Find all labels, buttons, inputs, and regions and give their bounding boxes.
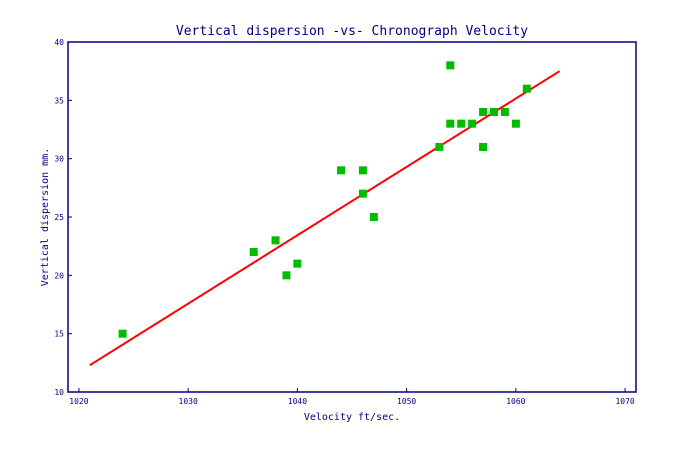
fit-line <box>89 70 561 367</box>
y-tick-label: 25 <box>54 213 64 222</box>
data-point <box>271 236 280 245</box>
y-tick-label: 35 <box>54 96 64 105</box>
x-tick-label: 1020 <box>69 397 88 406</box>
data-point <box>282 271 291 280</box>
plot-frame <box>67 41 637 393</box>
data-point <box>468 119 477 128</box>
x-tick-label: 1030 <box>179 397 198 406</box>
data-point <box>446 119 455 128</box>
data-point <box>293 259 302 268</box>
y-axis-label: Vertical dispersion mm. <box>40 148 51 286</box>
x-tick-label: 1050 <box>397 397 416 406</box>
x-axis-label: Velocity ft/sec. <box>304 412 400 423</box>
x-tick-label: 1060 <box>506 397 525 406</box>
x-tick-label: 1070 <box>615 397 634 406</box>
data-point <box>511 119 520 128</box>
data-point <box>337 166 346 175</box>
data-point <box>446 61 455 70</box>
data-point <box>358 189 367 198</box>
chart-title: Vertical dispersion -vs- Chronograph Vel… <box>176 24 528 39</box>
data-point <box>249 248 258 256</box>
data-point <box>358 166 367 175</box>
y-tick-label: 20 <box>54 271 64 280</box>
y-tick-label: 40 <box>54 38 64 47</box>
data-point <box>457 119 466 128</box>
data-point <box>435 143 444 151</box>
y-tick-label: 30 <box>54 155 64 164</box>
data-point <box>500 108 509 116</box>
y-tick-label: 10 <box>54 388 64 397</box>
data-point <box>369 213 378 221</box>
data-point <box>522 84 531 93</box>
data-point <box>118 329 127 338</box>
data-point <box>479 108 488 116</box>
data-point <box>490 108 498 116</box>
y-tick-label: 15 <box>54 330 64 339</box>
data-point <box>479 143 488 151</box>
x-tick-label: 1040 <box>288 397 307 406</box>
